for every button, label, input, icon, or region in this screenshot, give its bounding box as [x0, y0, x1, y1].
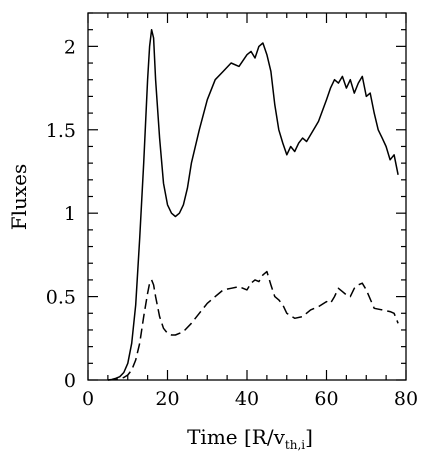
y-tick-label: 0.5	[46, 287, 76, 309]
x-tick-label: 60	[314, 388, 338, 410]
x-tick-label: 40	[235, 388, 259, 410]
y-tick-label: 1.5	[46, 120, 76, 142]
y-axis-label: Fluxes	[7, 164, 31, 231]
y-tick-label: 0	[64, 370, 76, 392]
solid-flux-line	[107, 28, 399, 381]
x-tick-labels: 0 20 40 60 80	[82, 388, 418, 410]
axis-ticks	[87, 12, 407, 381]
x-tick-label: 20	[155, 388, 179, 410]
x-tick-label: 0	[82, 388, 94, 410]
dashed-flux-line	[107, 270, 399, 381]
plot-area	[107, 28, 399, 381]
plot-frame	[87, 12, 407, 381]
y-tick-label: 1	[64, 203, 76, 225]
y-tick-label: 2	[64, 36, 76, 58]
x-tick-label: 80	[394, 388, 418, 410]
x-axis-label: Time [R/vth,i]	[187, 425, 313, 452]
y-tick-labels: 0 0.5 1 1.5 2	[46, 36, 76, 392]
